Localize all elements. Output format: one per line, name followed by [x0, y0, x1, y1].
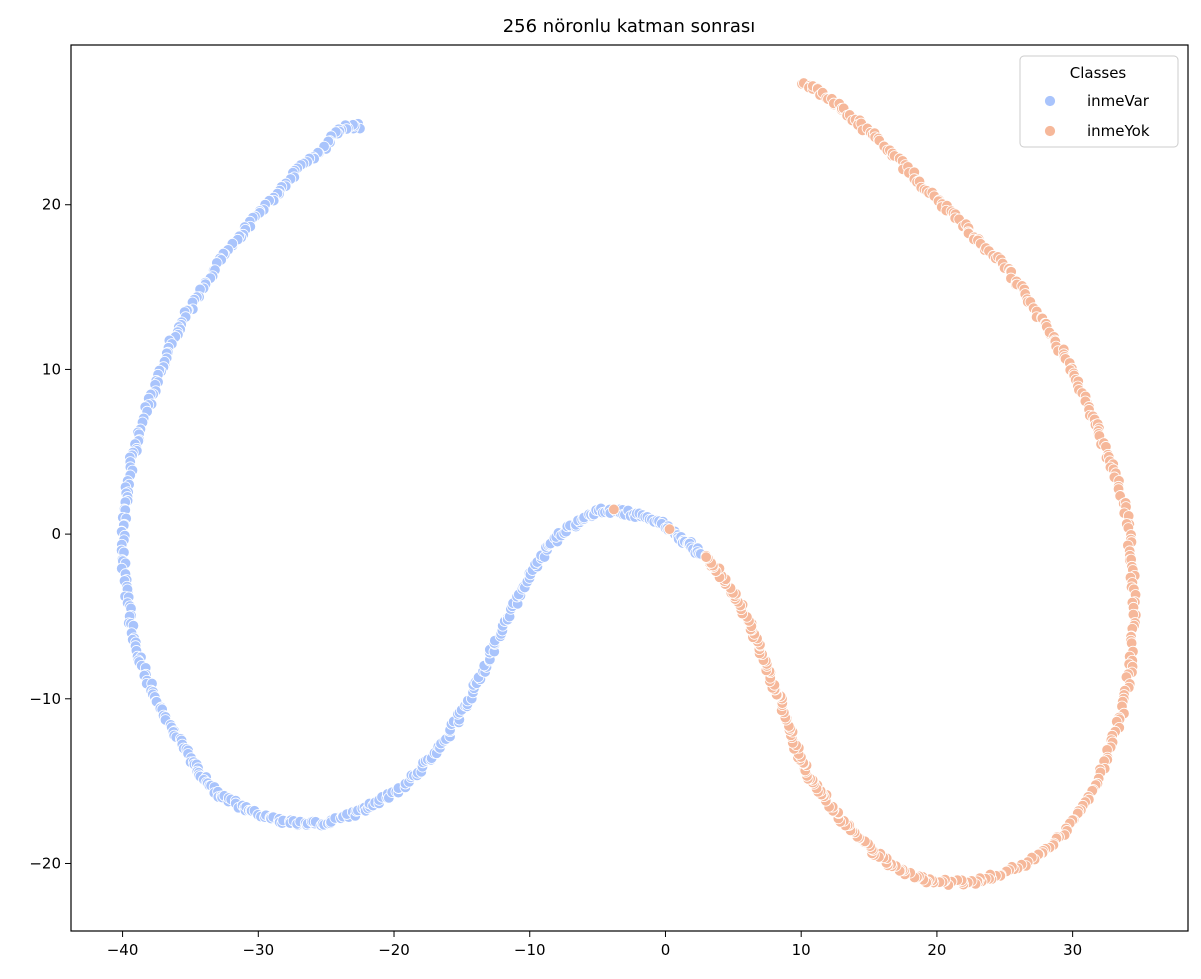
- x-tick-label: 10: [792, 941, 811, 959]
- legend-marker-inmeYok: [1044, 125, 1056, 137]
- legend-box: [1019, 55, 1179, 148]
- plot-area-frame: [70, 44, 1189, 932]
- point-inmeYok: [608, 503, 620, 516]
- points-layer: [115, 77, 1142, 891]
- x-tick-label: 30: [1063, 941, 1082, 959]
- point-inmeYok: [663, 523, 676, 535]
- legend-marker-inmeVar: [1044, 95, 1056, 107]
- x-tick-label: −10: [514, 941, 546, 959]
- legend: Classes inmeVar inmeYok: [1019, 55, 1179, 148]
- x-tick-label: −20: [378, 941, 410, 959]
- legend-title: Classes: [1070, 64, 1127, 82]
- y-tick-label: 10: [42, 360, 61, 378]
- y-tick-label: −20: [29, 854, 61, 872]
- y-tick-label: 20: [42, 196, 61, 214]
- x-tick-label: 0: [661, 941, 671, 959]
- y-tick-label: 0: [51, 525, 61, 543]
- point-inmeYok: [700, 551, 712, 563]
- x-tick-label: 20: [927, 941, 946, 959]
- legend-label-inmeVar: inmeVar: [1087, 92, 1150, 110]
- chart-title: 256 nöronlu katman sonrası: [503, 16, 756, 37]
- x-tick-label: −30: [242, 941, 274, 959]
- axis-ticks: −40 −30 −20 −10 0 10 20 30 −20 −10 0 10 20: [29, 196, 1082, 959]
- legend-label-inmeYok: inmeYok: [1087, 122, 1150, 140]
- y-tick-label: −10: [29, 690, 61, 708]
- x-tick-label: −40: [107, 941, 139, 959]
